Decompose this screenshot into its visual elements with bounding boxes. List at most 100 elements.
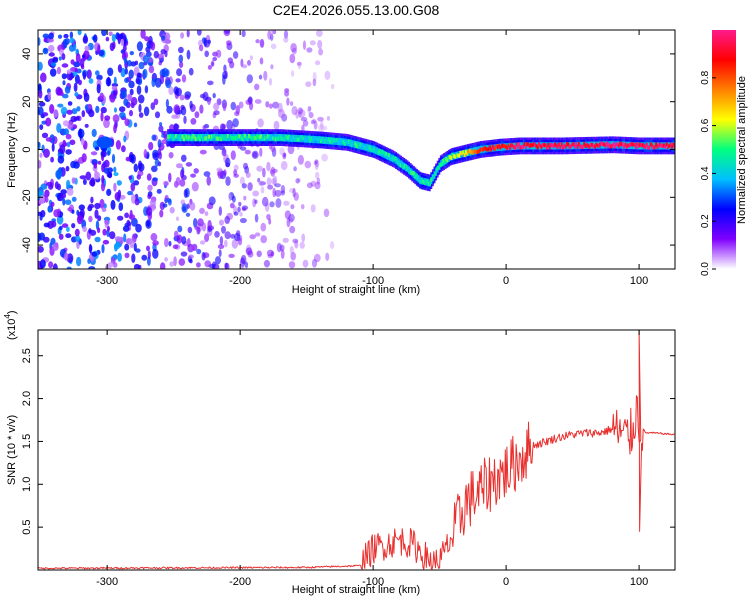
ridge-core [363, 145, 366, 150]
noise-speckle [120, 90, 127, 99]
ridge-core [540, 144, 543, 149]
ridge-core [434, 171, 437, 176]
noise-speckle [67, 101, 73, 106]
ridge-core [620, 142, 623, 147]
ridge-core [498, 144, 501, 149]
noise-speckle [94, 146, 100, 151]
ridge-core [558, 142, 560, 147]
noise-speckle [60, 106, 68, 115]
noise-speckle [106, 76, 111, 87]
noise-speckle [283, 36, 289, 43]
ridge-core [584, 144, 587, 148]
noise-speckle [281, 113, 288, 122]
noise-speckle [243, 195, 247, 201]
noise-speckle [254, 199, 258, 204]
ridge-core [494, 146, 497, 151]
ridge-core [637, 143, 640, 148]
noise-speckle [135, 223, 142, 233]
noise-speckle [199, 93, 206, 99]
ridge-core [524, 144, 527, 149]
noise-speckle [108, 31, 113, 37]
ridge-core [351, 141, 354, 146]
noise-speckle [184, 94, 191, 100]
ridge-core [385, 151, 388, 156]
snr-panel: -300 -200 -100 0 100 0.5 1.0 1.5 2.0 2.5 Height … [3, 310, 676, 596]
noise-speckle [231, 238, 239, 249]
noise-speckle [138, 61, 145, 70]
ridge-core [644, 145, 647, 149]
noise-speckle [270, 43, 277, 50]
noise-speckle [54, 181, 59, 190]
noise-speckle [38, 89, 43, 99]
ridge-core [394, 156, 397, 161]
ridge-core [405, 164, 407, 168]
ridge-core [365, 146, 368, 151]
noise-speckle [103, 159, 110, 168]
noise-speckle [97, 44, 101, 54]
ridge-core [232, 136, 235, 141]
ridge-core [403, 164, 406, 168]
noise-speckle [39, 152, 43, 158]
ridge-core [173, 135, 176, 140]
noise-speckle [268, 103, 273, 109]
ridge-core [508, 146, 511, 151]
noise-speckle [297, 177, 301, 183]
ridge-core [190, 135, 193, 140]
ridge-core [617, 143, 620, 148]
noise-speckle [300, 117, 308, 122]
noise-speckle [136, 85, 142, 95]
noise-speckle [260, 38, 265, 49]
ridge-core [534, 142, 536, 147]
ridge-core [607, 144, 610, 149]
ridge-core [595, 142, 598, 147]
noise-speckle [297, 154, 304, 165]
noise-speckle [124, 68, 128, 75]
noise-speckle [72, 71, 78, 77]
noise-speckle [70, 160, 76, 169]
noise-speckle [151, 134, 157, 141]
noise-speckle [201, 251, 206, 261]
ridge-core [419, 179, 422, 184]
noise-speckle [38, 246, 44, 253]
ridge-core [556, 144, 559, 149]
noise-speckle [232, 51, 239, 59]
ridge-core [520, 145, 523, 149]
ridge-core [354, 142, 357, 147]
ridge-core [456, 153, 459, 158]
noise-speckle [71, 223, 76, 229]
noise-speckle [76, 106, 81, 112]
noise-speckle [165, 69, 170, 77]
ridge-core [209, 136, 212, 141]
ridge-core [560, 142, 563, 147]
noise-speckle [189, 201, 196, 211]
noise-speckle [299, 241, 305, 249]
ridge-core [301, 135, 304, 140]
ridge-core [210, 134, 213, 139]
noise-speckle [88, 215, 93, 223]
ridge-core [401, 162, 404, 167]
noise-speckle [168, 86, 174, 96]
noise-speckle [62, 198, 66, 206]
ridge-core [236, 135, 239, 140]
noise-speckle [287, 144, 295, 155]
noise-speckle [173, 123, 180, 130]
ridge-core [554, 142, 556, 147]
noise-speckle [153, 98, 159, 106]
noise-speckle [48, 261, 54, 269]
noise-speckle [38, 199, 44, 205]
ridge-core [647, 145, 650, 150]
ridge-core [657, 143, 660, 148]
ridge-core [179, 136, 181, 141]
noise-speckle [94, 171, 101, 180]
ridge-core [196, 136, 199, 141]
ridge-core [395, 158, 398, 162]
ridge-core [583, 141, 586, 146]
ridge-core [382, 150, 385, 155]
noise-speckle [274, 183, 281, 188]
noise-speckle [57, 34, 63, 39]
noise-speckle [272, 187, 277, 198]
bottom-y-axis: 0.5 1.0 1.5 2.0 2.5 [21, 348, 675, 535]
noise-speckle [229, 202, 235, 209]
noise-speckle [72, 43, 77, 52]
noise-speckle [90, 196, 94, 204]
